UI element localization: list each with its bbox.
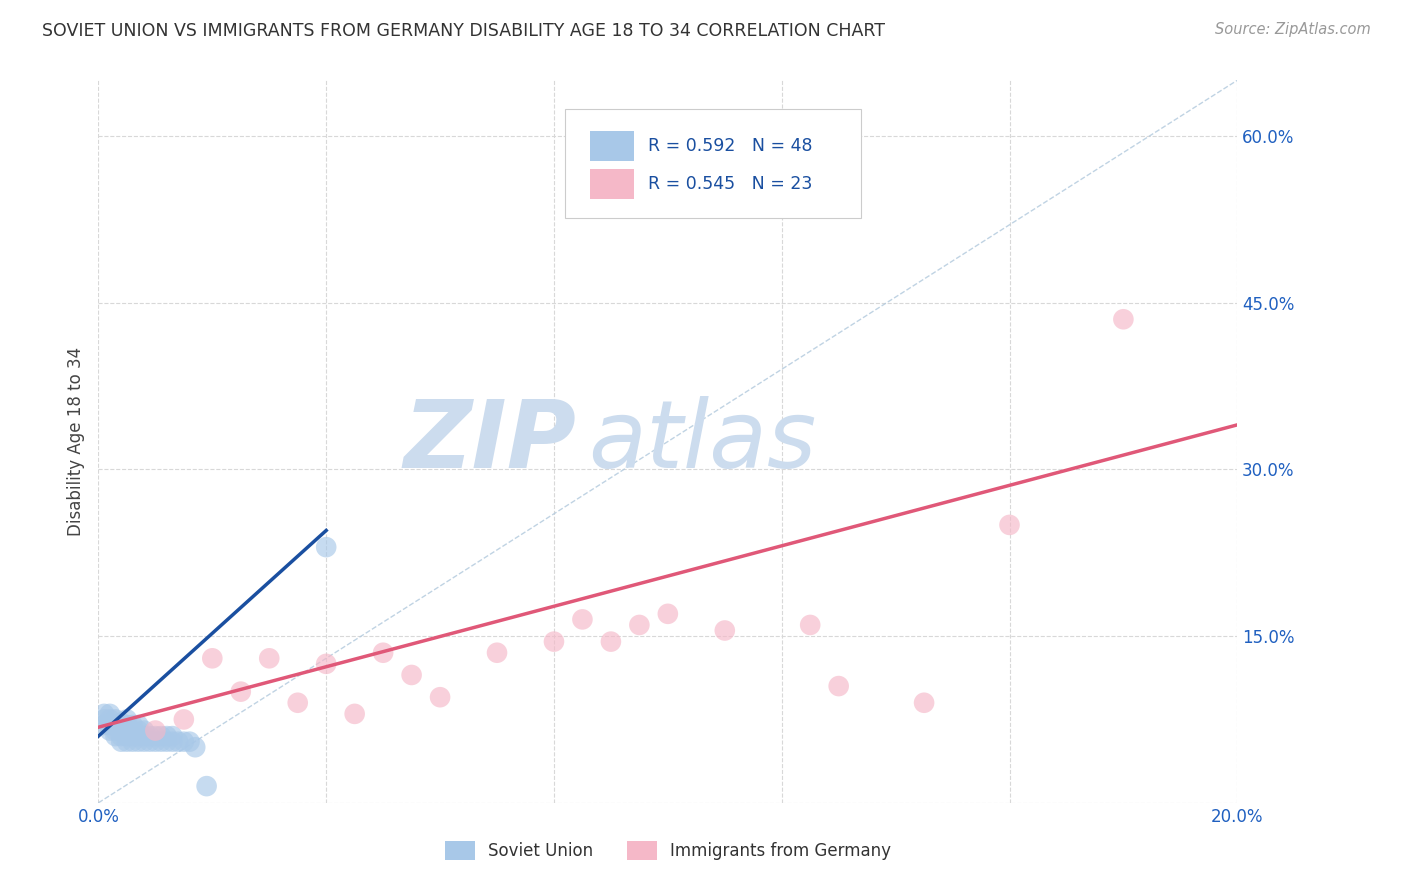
- Point: [156, 734, 179, 748]
- Point: [138, 734, 160, 748]
- Point: [115, 718, 138, 732]
- Point: [162, 729, 184, 743]
- Point: [714, 624, 737, 638]
- Text: R = 0.545   N = 23: R = 0.545 N = 23: [648, 176, 813, 194]
- Legend: Soviet Union, Immigrants from Germany: Soviet Union, Immigrants from Germany: [439, 834, 897, 867]
- Point: [110, 734, 132, 748]
- Point: [828, 679, 851, 693]
- Point: [110, 723, 132, 738]
- Point: [229, 684, 252, 698]
- Point: [179, 734, 201, 748]
- Point: [486, 646, 509, 660]
- Point: [201, 651, 224, 665]
- Point: [132, 734, 155, 748]
- Point: [315, 540, 337, 554]
- Point: [93, 713, 115, 727]
- Point: [127, 729, 149, 743]
- Y-axis label: Disability Age 18 to 34: Disability Age 18 to 34: [66, 347, 84, 536]
- Point: [93, 706, 115, 721]
- Point: [121, 729, 143, 743]
- Point: [259, 651, 281, 665]
- Point: [315, 657, 337, 671]
- Point: [127, 718, 149, 732]
- Point: [998, 517, 1021, 532]
- Point: [150, 729, 173, 743]
- Point: [115, 734, 138, 748]
- Point: [104, 718, 127, 732]
- Point: [401, 668, 423, 682]
- Point: [121, 723, 143, 738]
- Point: [145, 734, 167, 748]
- Point: [98, 718, 121, 732]
- Point: [173, 734, 195, 748]
- Point: [115, 729, 138, 743]
- Point: [110, 715, 132, 730]
- Point: [156, 729, 179, 743]
- Point: [127, 734, 149, 748]
- FancyBboxPatch shape: [591, 169, 634, 200]
- Point: [657, 607, 679, 621]
- Point: [115, 713, 138, 727]
- Point: [373, 646, 395, 660]
- Point: [110, 720, 132, 734]
- Text: SOVIET UNION VS IMMIGRANTS FROM GERMANY DISABILITY AGE 18 TO 34 CORRELATION CHAR: SOVIET UNION VS IMMIGRANTS FROM GERMANY …: [42, 22, 886, 40]
- Point: [98, 713, 121, 727]
- Point: [1112, 312, 1135, 326]
- Point: [799, 618, 821, 632]
- Point: [600, 634, 623, 648]
- Point: [104, 729, 127, 743]
- Point: [543, 634, 565, 648]
- Point: [127, 723, 149, 738]
- Text: Source: ZipAtlas.com: Source: ZipAtlas.com: [1215, 22, 1371, 37]
- Text: R = 0.592   N = 48: R = 0.592 N = 48: [648, 137, 813, 155]
- Point: [93, 718, 115, 732]
- Text: ZIP: ZIP: [404, 395, 576, 488]
- Point: [104, 713, 127, 727]
- Point: [343, 706, 366, 721]
- Point: [429, 690, 451, 705]
- Point: [571, 612, 593, 626]
- Point: [184, 740, 207, 755]
- Point: [173, 713, 195, 727]
- Point: [145, 729, 167, 743]
- Point: [628, 618, 651, 632]
- Point: [121, 718, 143, 732]
- Point: [145, 723, 167, 738]
- Point: [167, 734, 190, 748]
- Point: [132, 723, 155, 738]
- FancyBboxPatch shape: [591, 131, 634, 161]
- Point: [195, 779, 218, 793]
- Point: [150, 734, 173, 748]
- Point: [98, 706, 121, 721]
- Text: atlas: atlas: [588, 396, 817, 487]
- Point: [115, 723, 138, 738]
- Point: [121, 734, 143, 748]
- Point: [162, 734, 184, 748]
- Point: [98, 723, 121, 738]
- Point: [132, 729, 155, 743]
- Point: [104, 723, 127, 738]
- Point: [912, 696, 935, 710]
- FancyBboxPatch shape: [565, 109, 862, 218]
- Point: [110, 729, 132, 743]
- Point: [138, 729, 160, 743]
- Point: [287, 696, 309, 710]
